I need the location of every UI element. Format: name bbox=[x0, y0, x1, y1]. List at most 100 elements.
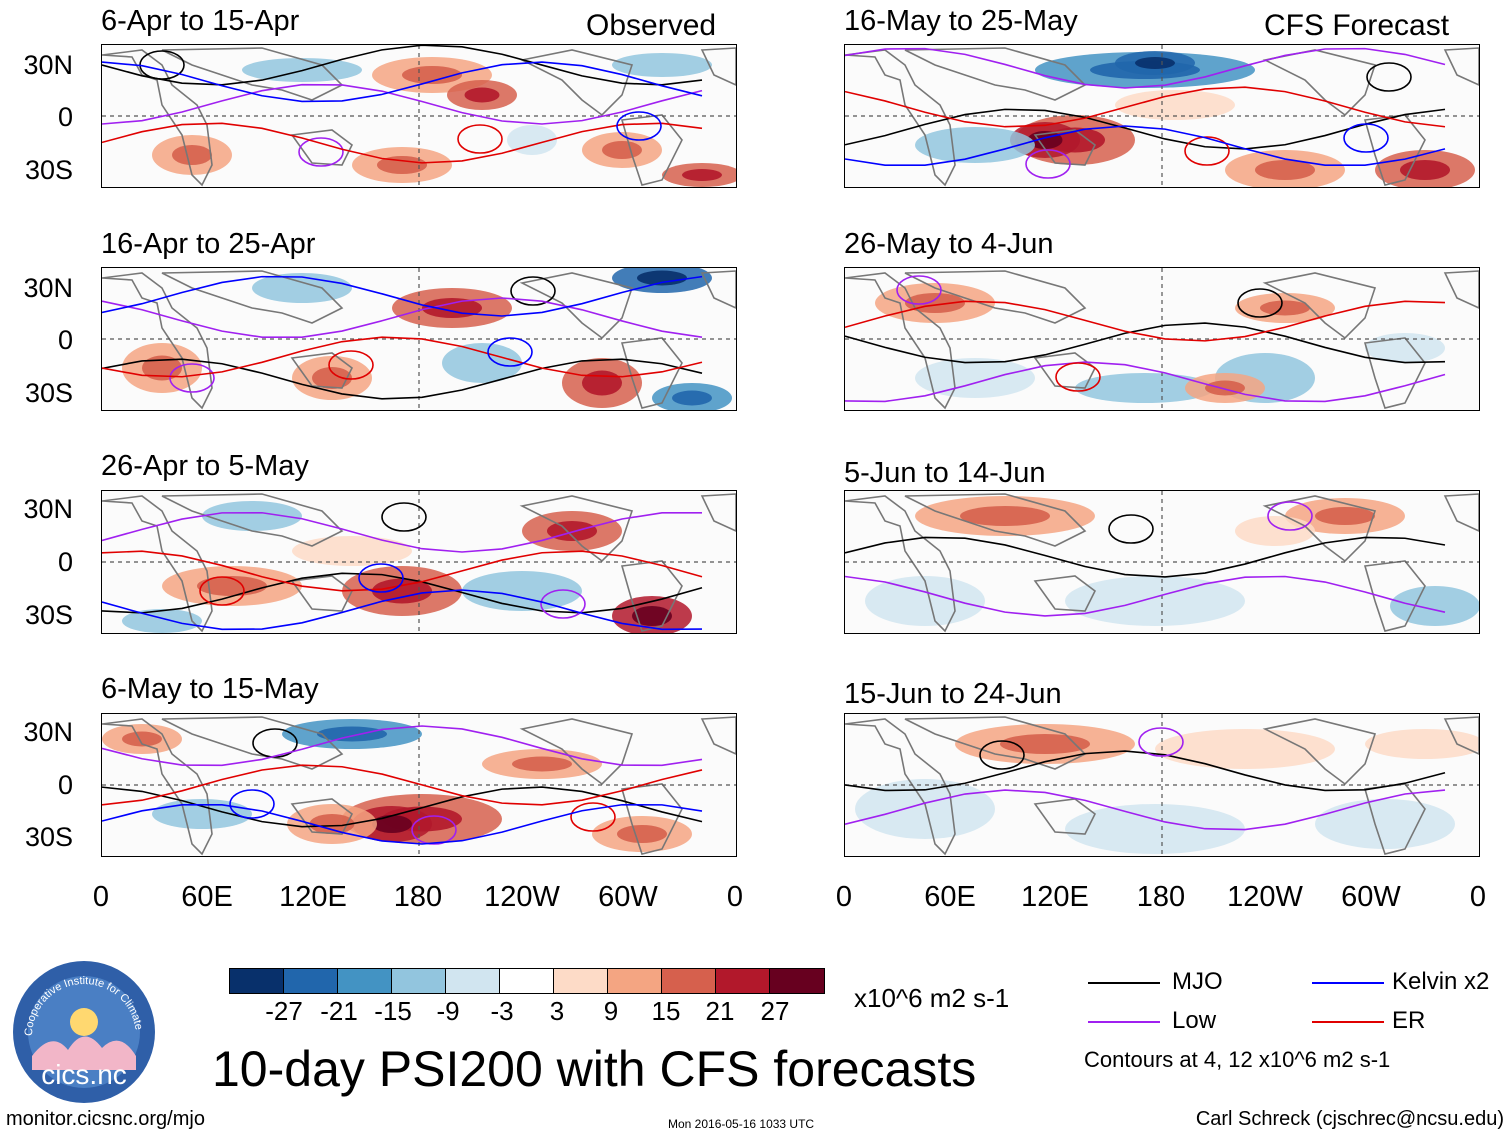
psi-anomaly-core bbox=[1000, 734, 1090, 754]
colorbar-tick: -21 bbox=[320, 996, 358, 1026]
psi-anomaly-core bbox=[682, 169, 722, 181]
colorbar-units: x10^6 m2 s-1 bbox=[854, 983, 1010, 1013]
contour-loop bbox=[1055, 362, 1101, 392]
psi-anomaly-region bbox=[1235, 516, 1315, 546]
psi-anomaly-core bbox=[512, 756, 572, 772]
colorbar bbox=[229, 968, 825, 994]
legend-label-mjo: MJO bbox=[1172, 968, 1223, 995]
panel-title-left-2: 16-Apr to 25-Apr bbox=[101, 228, 316, 260]
lat-label: 30S bbox=[24, 155, 73, 185]
lon-label: 0 bbox=[835, 881, 853, 913]
psi-anomaly-core bbox=[317, 726, 387, 742]
panel-title-left-1: 6-Apr to 15-Apr bbox=[101, 5, 300, 37]
psi-anomaly-core bbox=[172, 145, 212, 165]
contour-line bbox=[102, 725, 703, 767]
contour-loop bbox=[229, 789, 275, 819]
contour-loop bbox=[457, 124, 503, 154]
coastline bbox=[700, 270, 736, 309]
colorbar-tick: 3 bbox=[549, 996, 565, 1026]
psi-anomaly-region bbox=[1065, 576, 1245, 626]
colorbar-tick: 21 bbox=[705, 996, 735, 1026]
contour-line bbox=[845, 300, 1446, 342]
contour-line bbox=[845, 789, 1446, 831]
psi-anomaly-core bbox=[372, 815, 412, 833]
colorbar-swatch bbox=[554, 969, 608, 993]
contour-line bbox=[845, 322, 1446, 364]
contour-loop bbox=[411, 815, 457, 845]
psi-anomaly-core bbox=[312, 367, 352, 389]
contour-loop bbox=[616, 111, 662, 141]
psi-anomaly-core bbox=[1260, 300, 1310, 316]
panel-title-right-2: 26-May to 4-Jun bbox=[844, 228, 1054, 260]
psi-anomaly-core bbox=[547, 521, 597, 541]
contour-line bbox=[102, 45, 703, 86]
psi-anomaly-region bbox=[915, 127, 1035, 163]
legend-line-low bbox=[1088, 1021, 1160, 1023]
map-panel-left-1 bbox=[101, 44, 737, 188]
contour-loop bbox=[1343, 123, 1389, 153]
lat-label: 30N bbox=[23, 717, 73, 747]
contour-line bbox=[845, 575, 1446, 617]
coastline bbox=[904, 716, 1087, 770]
lat-label: 0 bbox=[57, 770, 73, 800]
coastline bbox=[290, 575, 354, 612]
contour-loop bbox=[1025, 149, 1071, 179]
panel-title-left-4: 6-May to 15-May bbox=[101, 673, 319, 705]
coastline bbox=[1443, 47, 1479, 86]
contour-loop bbox=[1366, 62, 1412, 92]
contour-line bbox=[102, 550, 703, 592]
contour-loop bbox=[1138, 727, 1184, 757]
contour-loop bbox=[510, 276, 556, 306]
colorbar-tick: -15 bbox=[374, 996, 412, 1026]
colorbar-swatch bbox=[608, 969, 662, 993]
psi-anomaly-region bbox=[292, 536, 412, 566]
colorbar-tick: 9 bbox=[603, 996, 619, 1026]
footer-author: Carl Schreck (cjschrec@ncsu.edu) bbox=[1195, 1108, 1504, 1130]
coastline bbox=[1033, 352, 1097, 389]
colorbar-tick: -27 bbox=[265, 996, 303, 1026]
psi-anomaly-region bbox=[1365, 729, 1479, 759]
coastline bbox=[620, 560, 683, 632]
psi-anomaly-region bbox=[915, 358, 1035, 398]
legend-label-low: Low bbox=[1172, 1007, 1217, 1034]
contour-line bbox=[845, 86, 1446, 128]
psi-anomaly-core bbox=[1400, 160, 1450, 180]
colorbar-swatch bbox=[662, 969, 716, 993]
colorbar-swatch bbox=[230, 969, 284, 993]
psi-anomaly-region bbox=[855, 779, 995, 839]
psi-anomaly-region bbox=[1390, 586, 1479, 626]
lon-label: 0 bbox=[726, 881, 744, 913]
contour-line bbox=[102, 61, 703, 103]
cics-logo: Cooperative Institute for Climate and Sa… bbox=[12, 960, 155, 1103]
coastline bbox=[1363, 337, 1426, 409]
psi-anomaly-region bbox=[1155, 729, 1335, 769]
lon-label: 60E bbox=[924, 881, 976, 913]
psi-anomaly-core bbox=[142, 355, 182, 381]
coastline bbox=[700, 493, 736, 532]
coastline bbox=[845, 272, 956, 410]
coastline bbox=[1363, 560, 1426, 632]
panel-title-right-3: 5-Jun to 14-Jun bbox=[844, 457, 1046, 489]
psi-anomaly-region bbox=[122, 609, 202, 633]
psi-anomaly-region bbox=[1115, 90, 1235, 120]
contour-loop bbox=[328, 350, 374, 380]
coastline bbox=[1262, 495, 1377, 563]
coastline bbox=[1033, 129, 1097, 166]
coastline bbox=[519, 49, 634, 117]
legend-line-kelvin bbox=[1312, 982, 1384, 984]
legend-line-mjo bbox=[1088, 982, 1160, 984]
lon-label: 180 bbox=[393, 881, 443, 913]
psi-anomaly-region bbox=[1075, 373, 1215, 403]
coastline bbox=[1033, 798, 1097, 835]
psi-anomaly-region bbox=[442, 343, 522, 383]
psi-anomaly-core bbox=[637, 270, 687, 286]
logo-text: cics.nc bbox=[41, 1059, 127, 1090]
coastline bbox=[1262, 718, 1377, 786]
contour-line bbox=[102, 803, 703, 845]
colorbar-swatch bbox=[500, 969, 554, 993]
colorbar-swatch bbox=[446, 969, 500, 993]
contour-line bbox=[845, 750, 1446, 792]
map-panel-right-2 bbox=[844, 267, 1480, 411]
contour-line bbox=[102, 297, 703, 339]
contour-line bbox=[845, 125, 1446, 167]
